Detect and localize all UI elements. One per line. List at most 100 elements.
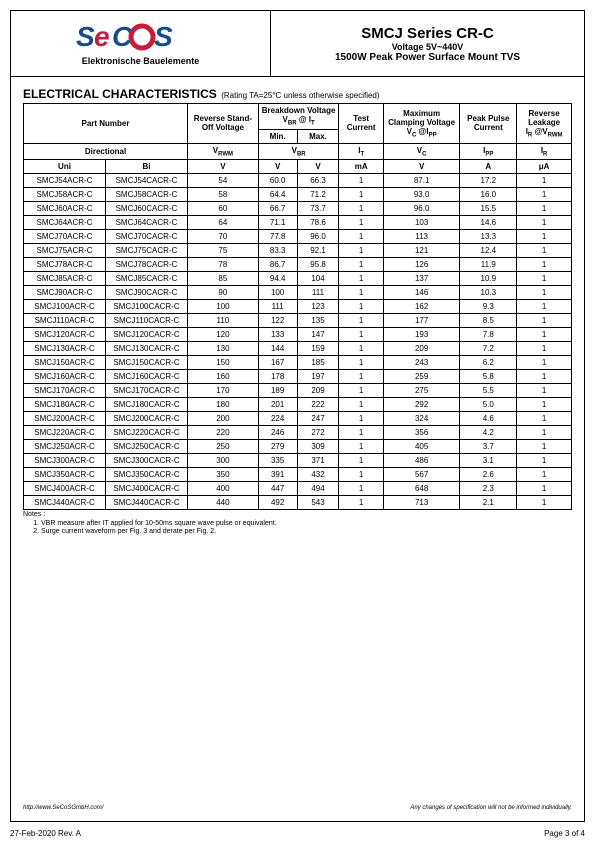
cell-vc: 96.0 [383,202,460,216]
table-row: SMCJ180ACR-CSMCJ180CACR-C18020122212925.… [24,398,572,412]
cell-ir: 1 [517,426,572,440]
cell-it: 1 [339,188,383,202]
cell-vrwm: 200 [188,412,259,426]
cell-vc: 486 [383,454,460,468]
title-cell: SMCJ Series CR-C Voltage 5V~440V 1500W P… [271,11,584,76]
col-min: Min. [258,129,297,143]
cell-bi: SMCJ160CACR-C [106,370,188,384]
cell-it: 1 [339,440,383,454]
cell-bi: SMCJ85CACR-C [106,272,188,286]
cell-vc: 648 [383,482,460,496]
table-row: SMCJ70ACR-CSMCJ70CACR-C7077.896.0111313.… [24,230,572,244]
cell-uni: SMCJ64ACR-C [24,216,106,230]
cell-ipp: 12.4 [460,244,517,258]
cell-it: 1 [339,468,383,482]
cell-min: 94.4 [258,272,297,286]
cell-ir: 1 [517,272,572,286]
cell-it: 1 [339,426,383,440]
cell-vc: 356 [383,426,460,440]
cell-max: 309 [297,440,339,454]
cell-ipp: 5.5 [460,384,517,398]
voltage-range: Voltage 5V~440V [392,42,464,52]
cell-bi: SMCJ70CACR-C [106,230,188,244]
table-row: SMCJ200ACR-CSMCJ200CACR-C20022424713244.… [24,412,572,426]
cell-vrwm: 300 [188,454,259,468]
cell-min: 492 [258,496,297,510]
cell-max: 123 [297,300,339,314]
unit-v2: V [258,160,297,174]
svg-text:S: S [76,22,95,52]
cell-vc: 121 [383,244,460,258]
cell-ir: 1 [517,174,572,188]
cell-ir: 1 [517,286,572,300]
cell-vc: 193 [383,328,460,342]
col-leak: Reverse LeakageIR @VRWM [517,104,572,144]
cell-it: 1 [339,202,383,216]
cell-min: 111 [258,300,297,314]
cell-ipp: 7.2 [460,342,517,356]
table-row: SMCJ300ACR-CSMCJ300CACR-C30033537114863.… [24,454,572,468]
table-row: SMCJ220ACR-CSMCJ220CACR-C22024627213564.… [24,426,572,440]
cell-vc: 177 [383,314,460,328]
cell-vc: 259 [383,370,460,384]
cell-max: 209 [297,384,339,398]
section-condition: (Rating TA=25°C unless otherwise specifi… [221,91,379,100]
table-row: SMCJ170ACR-CSMCJ170CACR-C17018920912755.… [24,384,572,398]
cell-uni: SMCJ180ACR-C [24,398,106,412]
cell-ipp: 14.6 [460,216,517,230]
cell-max: 104 [297,272,339,286]
cell-vrwm: 440 [188,496,259,510]
cell-max: 247 [297,412,339,426]
cell-uni: SMCJ440ACR-C [24,496,106,510]
cell-vrwm: 75 [188,244,259,258]
col-bi: Bi [106,160,188,174]
cell-max: 96.0 [297,230,339,244]
cell-ipp: 3.1 [460,454,517,468]
cell-vrwm: 160 [188,370,259,384]
cell-uni: SMCJ90ACR-C [24,286,106,300]
table-row: SMCJ90ACR-CSMCJ90CACR-C90100111114610.31 [24,286,572,300]
cell-uni: SMCJ200ACR-C [24,412,106,426]
sym-vbr: VBR [258,143,339,160]
cell-it: 1 [339,342,383,356]
cell-it: 1 [339,482,383,496]
cell-ir: 1 [517,216,572,230]
cell-vrwm: 70 [188,230,259,244]
cell-ipp: 4.2 [460,426,517,440]
cell-uni: SMCJ220ACR-C [24,426,106,440]
cell-it: 1 [339,370,383,384]
cell-ipp: 7.8 [460,328,517,342]
cell-it: 1 [339,496,383,510]
cell-vrwm: 78 [188,258,259,272]
table-row: SMCJ130ACR-CSMCJ130CACR-C13014415912097.… [24,342,572,356]
cell-vrwm: 85 [188,272,259,286]
cell-uni: SMCJ160ACR-C [24,370,106,384]
unit-v4: V [383,160,460,174]
cell-bi: SMCJ180CACR-C [106,398,188,412]
cell-vrwm: 110 [188,314,259,328]
cell-max: 432 [297,468,339,482]
cell-ipp: 5.8 [460,370,517,384]
table-row: SMCJ250ACR-CSMCJ250CACR-C25027930914053.… [24,440,572,454]
cell-bi: SMCJ170CACR-C [106,384,188,398]
product-title: SMCJ Series CR-C [361,25,494,42]
cell-bi: SMCJ440CACR-C [106,496,188,510]
cell-uni: SMCJ150ACR-C [24,356,106,370]
page-frame: S e C S Elektronische Bauelemente SMCJ S… [10,10,585,822]
cell-it: 1 [339,454,383,468]
cell-vrwm: 220 [188,426,259,440]
cell-ipp: 2.6 [460,468,517,482]
cell-bi: SMCJ120CACR-C [106,328,188,342]
cell-min: 66.7 [258,202,297,216]
cell-min: 335 [258,454,297,468]
cell-vc: 137 [383,272,460,286]
cell-max: 71.2 [297,188,339,202]
sym-ir: IR [517,143,572,160]
footer-page: Page 3 of 4 [544,829,585,838]
cell-min: 77.8 [258,230,297,244]
cell-ir: 1 [517,230,572,244]
cell-ir: 1 [517,496,572,510]
cell-vc: 113 [383,230,460,244]
cell-uni: SMCJ300ACR-C [24,454,106,468]
unit-ua: μA [517,160,572,174]
